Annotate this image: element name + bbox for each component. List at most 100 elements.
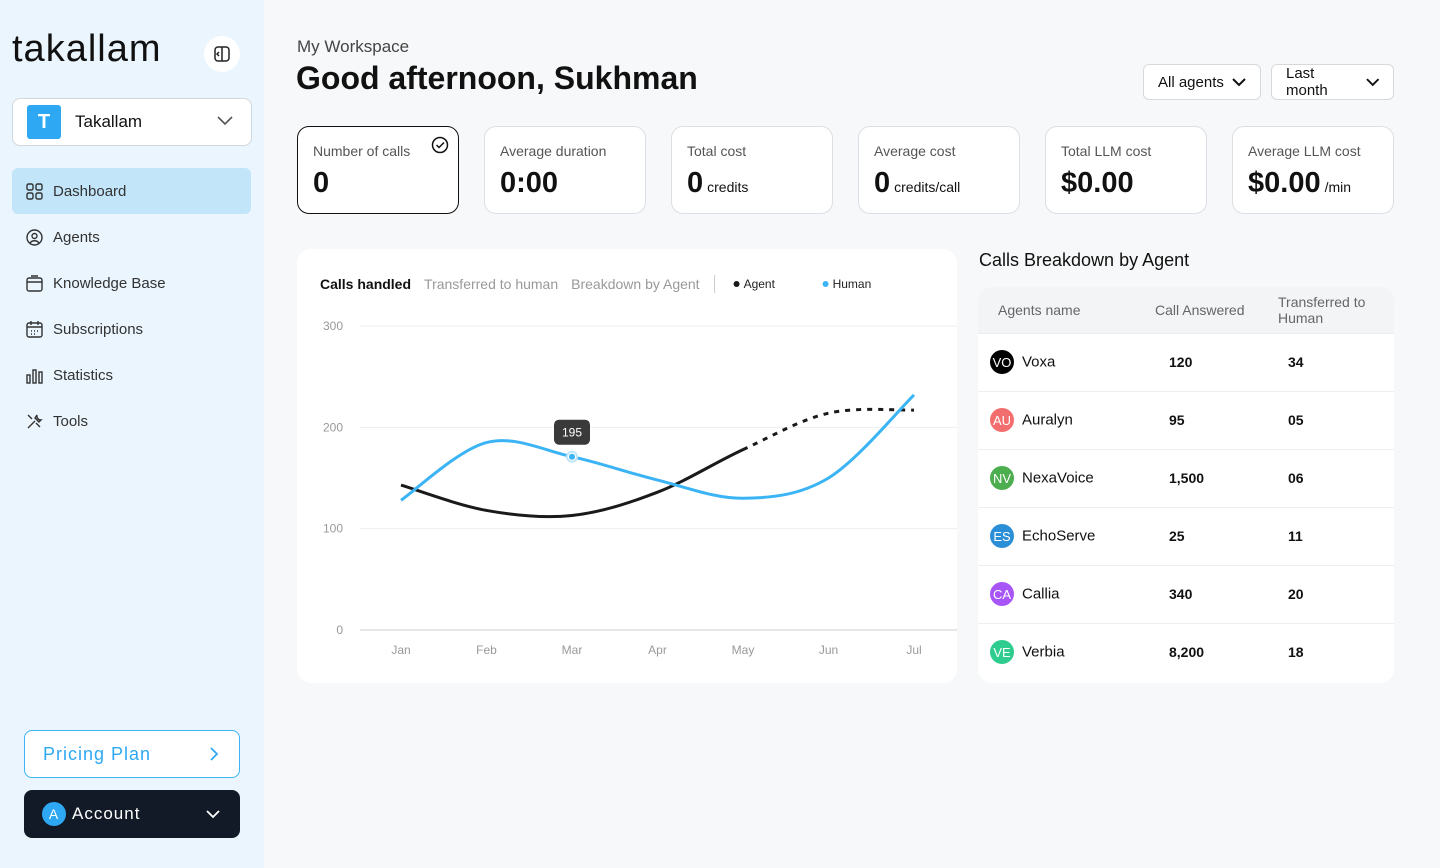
nav-icon [26, 182, 43, 200]
logo: takallam [12, 28, 162, 70]
agent-cell: ES EchoServe [978, 506, 1139, 565]
call-answered: 95 [1139, 390, 1264, 449]
nav-label: Tools [53, 412, 89, 430]
column-header: Agents name [978, 287, 1139, 333]
agent-cell: NV NexaVoice [978, 448, 1139, 507]
stat-number: 0 [687, 167, 704, 199]
tooltip-label: 195 [562, 426, 582, 440]
nav-label: Subscriptions [53, 320, 144, 338]
call-answered: 1,500 [1139, 448, 1264, 507]
table-row: VE Verbia 8,200 18 [978, 622, 1394, 681]
column-header: Transferred to Human [1264, 287, 1394, 333]
call-answered: 120 [1139, 332, 1264, 391]
table-row: NV NexaVoice 1,500 06 [978, 448, 1394, 507]
period-filter[interactable]: Last month [1271, 64, 1394, 100]
stat-card[interactable]: Total cost 0 credits [671, 126, 833, 214]
call-answered: 340 [1139, 564, 1264, 623]
filter-label: All agents [1158, 73, 1224, 91]
stat-card[interactable]: Average duration 0:00 [484, 126, 646, 214]
account-button[interactable]: A Account [24, 790, 240, 838]
stat-number: $0.00 [1248, 167, 1321, 199]
stat-card[interactable]: Average LLM cost $0.00/min [1232, 126, 1394, 214]
stat-card[interactable]: Number of calls 0 [297, 126, 459, 214]
legend-label: Agent [744, 277, 776, 291]
y-tick-label: 0 [336, 623, 343, 637]
agent-cell: AU Auralyn [978, 390, 1139, 449]
nav-item[interactable]: Subscriptions [12, 306, 251, 352]
chart: Calls handled Transferred to human Breakdo… [320, 275, 957, 657]
agent-avatar: VO [990, 350, 1014, 374]
table-row: CA Callia 340 20 [978, 564, 1394, 623]
x-tick-label: Mar [562, 643, 583, 657]
nav-label: Agents [53, 228, 100, 246]
workspace-select[interactable]: T Takallam [12, 98, 252, 146]
stat-label: Average duration [500, 143, 607, 159]
account-label: Account [72, 804, 141, 823]
x-tick-label: Jul [906, 643, 921, 657]
stat-card[interactable]: Average cost 0 credits/call [858, 126, 1020, 214]
stat-label: Total LLM cost [1061, 143, 1152, 159]
nav-item[interactable]: Tools [12, 398, 251, 444]
nav-item[interactable]: Statistics [12, 352, 251, 398]
agent-name: Voxa [1022, 353, 1056, 371]
collapse-button[interactable] [204, 36, 240, 72]
agent-avatar: ES [990, 524, 1014, 548]
x-tick-label: Apr [648, 643, 667, 657]
pricing-plan-button[interactable]: Pricing Plan [24, 730, 240, 778]
chart-tab[interactable]: Breakdown by Agent [571, 276, 700, 292]
subtitle: My Workspace [297, 37, 410, 56]
sidebar: takallam T Takallam Dashboard Agents Knowl… [0, 0, 264, 868]
stat-label: Number of calls [313, 143, 411, 159]
nav-icon [26, 228, 43, 246]
stat-unit: credits [707, 179, 749, 195]
chart-panel: Calls handled Transferred to human Breakdo… [297, 249, 957, 683]
agent-name: Callia [1022, 585, 1060, 603]
agent-cell: CA Callia [978, 564, 1139, 623]
call-answered: 25 [1139, 506, 1264, 565]
series-line [400, 393, 916, 502]
table-title: Calls Breakdown by Agent [979, 250, 1190, 270]
nav-item[interactable]: Agents [12, 214, 251, 260]
stat-number: 0 [874, 167, 891, 199]
pricing-label: Pricing Plan [43, 743, 152, 764]
series-line [400, 407, 915, 519]
table-body: VO Voxa 120 34 AU Auralyn 95 05 NV NexaVoice 1,500… [978, 332, 1394, 681]
call-answered: 8,200 [1139, 622, 1264, 681]
nav-icon [26, 368, 43, 384]
table-panel: Agents name Call Answered Transferred to H… [978, 287, 1394, 683]
workspace-name: Takallam [75, 112, 143, 131]
agents-table: Agents name Call Answered Transferred to H… [978, 287, 1394, 681]
nav-item[interactable]: Dashboard [12, 168, 251, 214]
filter-label: Last month [1286, 65, 1328, 99]
legend-label: Human [833, 277, 872, 291]
stat-value: 0 credits [687, 167, 817, 200]
workspace-initial: T [27, 105, 61, 139]
agent-avatar: NV [990, 466, 1014, 490]
nav-item[interactable]: Knowledge Base [12, 260, 251, 306]
table-row: AU Auralyn 95 05 [978, 390, 1394, 449]
transferred: 11 [1264, 506, 1394, 565]
stat-label: Total cost [687, 143, 747, 159]
transferred: 18 [1264, 622, 1394, 681]
chart-tab[interactable]: Transferred to human [424, 276, 558, 292]
column-header: Call Answered [1139, 287, 1264, 333]
nav-label: Dashboard [53, 182, 127, 200]
agent-name: Auralyn [1022, 411, 1073, 429]
transferred: 05 [1264, 390, 1394, 449]
agent-avatar: VE [990, 640, 1014, 665]
stat-value: 0 credits/call [874, 167, 1004, 200]
stat-card[interactable]: Total LLM cost $0.00 [1045, 126, 1207, 214]
agent-filter[interactable]: All agents [1143, 64, 1261, 100]
agent-cell: VE Verbia [978, 622, 1139, 681]
stat-value: $0.00 [1061, 167, 1191, 200]
tooltip-box [554, 419, 590, 445]
stat-label: Average cost [874, 143, 956, 159]
transferred: 06 [1264, 448, 1394, 507]
nav-label: Knowledge Base [53, 274, 166, 292]
x-tick-label: Jun [819, 643, 838, 657]
selected-icon [431, 136, 449, 154]
chart-tab[interactable]: Calls handled [320, 276, 411, 292]
nav-icon [26, 320, 43, 338]
